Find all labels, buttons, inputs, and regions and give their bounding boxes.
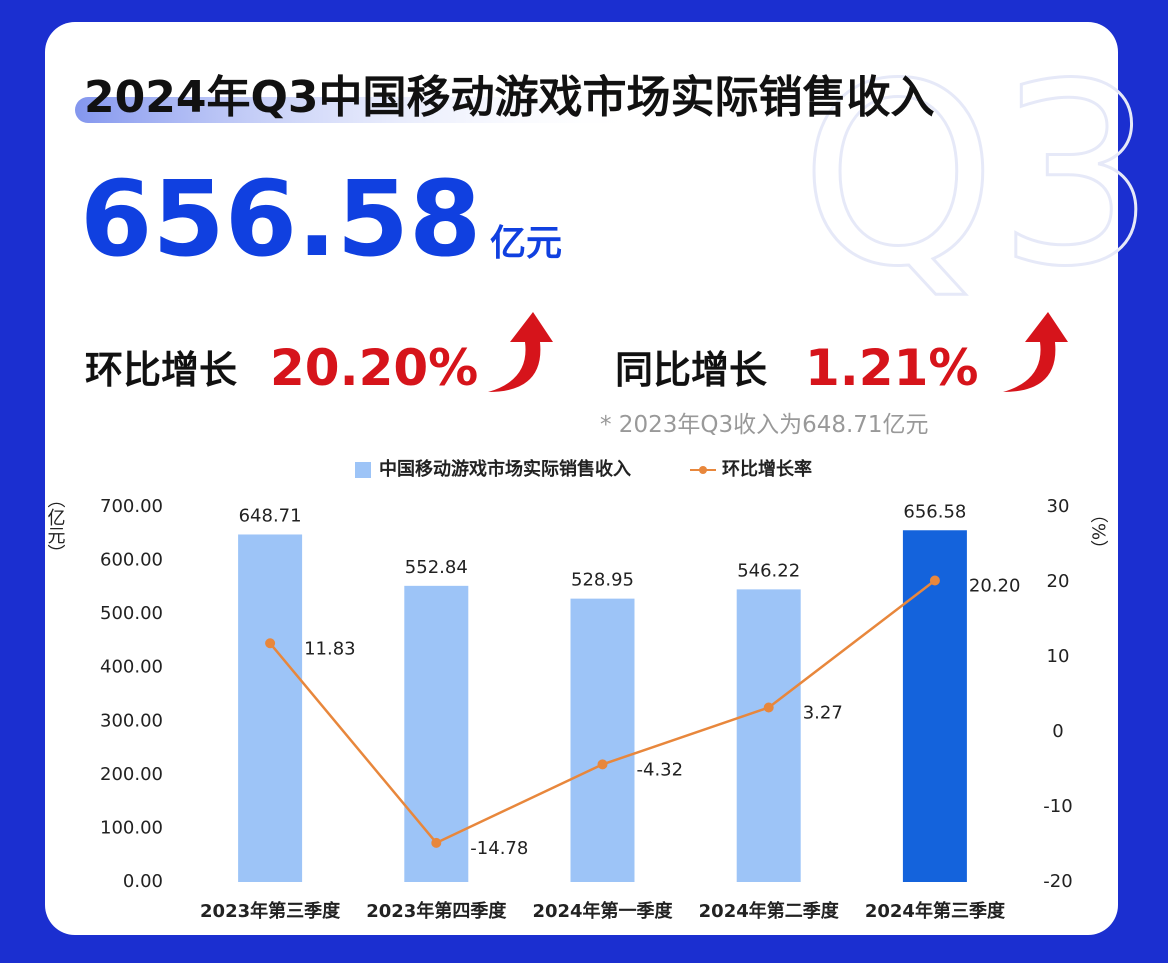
line-point	[265, 638, 276, 649]
line-point	[929, 575, 940, 586]
title-highlight	[75, 97, 645, 123]
y2-tick-label: -10	[1043, 796, 1072, 817]
qoq-label: 环比增长	[85, 348, 237, 392]
line-value-label: -14.78	[470, 838, 528, 859]
line-value-label: 3.27	[803, 702, 843, 723]
y-tick-label: 0.00	[123, 871, 163, 892]
legend-label: 环比增长率	[722, 458, 812, 480]
bar-value-label: 546.22	[737, 560, 800, 581]
up-arrow	[1003, 312, 1068, 392]
line-point	[597, 759, 608, 770]
y-tick-label: 200.00	[100, 764, 163, 785]
y-tick-label: 700.00	[100, 496, 163, 517]
x-tick-label: 2024年第二季度	[699, 900, 840, 922]
bar-value-label: 648.71	[239, 505, 302, 526]
qoq-value: 20.20%	[270, 339, 478, 397]
y-axis-label: （亿元）	[45, 490, 66, 562]
watermark: Q3	[800, 30, 1156, 321]
up-arrow	[488, 312, 553, 392]
bar	[570, 598, 635, 882]
legend-label: 中国移动游戏市场实际销售收入	[379, 458, 631, 480]
y-tick-label: 600.00	[100, 550, 163, 571]
line-point	[431, 837, 442, 848]
legend-swatch	[355, 462, 371, 478]
line-value-label: 11.83	[304, 638, 356, 659]
bar	[902, 530, 967, 882]
bar-value-label: 552.84	[405, 557, 468, 578]
y-tick-label: 100.00	[100, 817, 163, 838]
line-point	[763, 702, 774, 713]
card	[45, 22, 1118, 935]
bar	[404, 585, 469, 882]
y-tick-label: 400.00	[100, 657, 163, 678]
amount-unit: 亿元	[490, 223, 562, 264]
title: 2024年Q3中国移动游戏市场实际销售收入	[84, 72, 934, 123]
y-tick-label: 500.00	[100, 603, 163, 624]
y2-tick-label: 20	[1047, 571, 1070, 592]
x-tick-label: 2023年第四季度	[366, 900, 507, 922]
y2-tick-label: 10	[1047, 646, 1070, 667]
bar-value-label: 528.95	[571, 570, 634, 591]
x-tick-label: 2024年第三季度	[865, 900, 1006, 922]
line-value-label: 20.20	[969, 576, 1021, 597]
bar	[238, 534, 303, 882]
x-tick-label: 2023年第三季度	[200, 900, 341, 922]
y2-tick-label: 0	[1052, 721, 1063, 742]
y2-axis-label: （%）	[1088, 505, 1109, 558]
yoy-value: 1.21%	[805, 339, 978, 397]
legend-swatch	[699, 466, 707, 474]
bar-value-label: 656.58	[903, 501, 966, 522]
y2-tick-label: -20	[1043, 871, 1072, 892]
amount: 656.58	[80, 158, 481, 280]
yoy-label: 同比增长	[615, 348, 767, 392]
line-value-label: -4.32	[637, 759, 684, 780]
bar	[736, 589, 801, 882]
y2-tick-label: 30	[1047, 496, 1070, 517]
x-tick-label: 2024年第一季度	[532, 900, 673, 922]
y-tick-label: 300.00	[100, 710, 163, 731]
note: * 2023年Q3收入为648.71亿元	[600, 412, 929, 438]
